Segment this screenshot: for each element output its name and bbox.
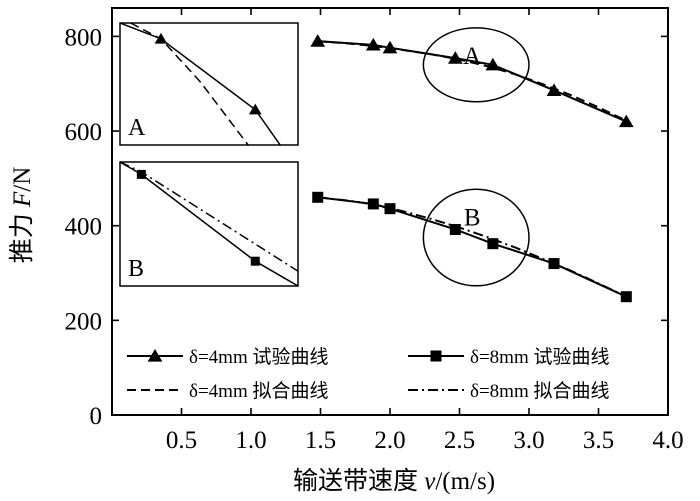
legend-entry-d4-fit: δ=4mm 拟合曲线 [127, 380, 328, 402]
x-tick-label: 1.5 [305, 427, 336, 454]
y-axis-label-unit: /N [9, 167, 36, 192]
annotation-label: B [464, 204, 481, 231]
x-tick-label: 4.0 [652, 427, 683, 454]
inset-content [120, 23, 281, 145]
y-tick-label: 400 [65, 214, 103, 241]
data-point [310, 34, 326, 47]
series-d4-test [310, 34, 634, 128]
inset-marker [248, 103, 262, 115]
x-tick-label: 2.5 [444, 427, 475, 454]
y-tick-label: 200 [65, 308, 103, 335]
y-tick-label: 800 [65, 24, 103, 51]
inset-fit-line [130, 23, 249, 145]
annotation-ellipse [422, 27, 530, 103]
x-axis-label-prefix: 输送带速度 [293, 467, 424, 495]
x-tick-label: 3.5 [583, 427, 614, 454]
legend-label: δ=4mm 拟合曲线 [189, 380, 328, 402]
data-point [447, 51, 463, 64]
series-d8-fit [317, 196, 627, 298]
y-axis-label-var: F [9, 191, 36, 208]
x-axis-label-var: v [424, 468, 436, 495]
inset-content [120, 162, 298, 286]
annotation-ellipse [422, 188, 530, 287]
series-line-d8-fit [317, 196, 627, 298]
data-point [487, 238, 499, 250]
annotation-A: A [422, 27, 530, 103]
inset-marker [136, 169, 146, 179]
inset-marker [154, 32, 168, 44]
legend-swatch-marker [430, 350, 442, 362]
legend-swatch-marker [147, 349, 163, 362]
data-point [618, 114, 634, 128]
inset-label: A [128, 115, 146, 141]
inset-test-line [120, 23, 281, 145]
legend-label: δ=8mm 试验曲线 [470, 346, 609, 368]
legend-label: δ=4mm 试验曲线 [189, 346, 328, 368]
inset-frame [119, 22, 299, 146]
legend-label: δ=8mm 拟合曲线 [470, 380, 609, 402]
x-tick-label: 3.0 [513, 427, 544, 454]
inset-marker [250, 256, 260, 266]
x-tick-label: 2.0 [374, 427, 405, 454]
x-tick-label: 1.0 [235, 427, 266, 454]
data-point [546, 83, 562, 96]
data-point [449, 223, 461, 235]
x-axis-label: 输送带速度 v/(m/s) [293, 467, 495, 495]
inset-frame [119, 161, 299, 287]
series-line-d4-fit [317, 40, 627, 122]
legend-entry-d4-test: δ=4mm 试验曲线 [127, 346, 328, 368]
annotation-label: A [463, 43, 481, 70]
series-d4-fit [317, 40, 627, 122]
legend-entry-d8-test: δ=8mm 试验曲线 [408, 346, 609, 368]
inset-test-line [120, 162, 298, 286]
data-point [384, 203, 396, 215]
data-point [382, 40, 398, 54]
y-tick-label: 0 [90, 403, 103, 430]
y-axis-label: 推力 F/N [8, 167, 36, 264]
x-tick-label: 0.5 [166, 427, 197, 454]
y-tick-label: 600 [65, 119, 103, 146]
y-axis-label-prefix: 推力 [8, 207, 36, 263]
x-axis-label-unit: /(m/s) [435, 468, 495, 495]
inset-B: B [119, 161, 299, 287]
inset-label: B [128, 256, 144, 282]
annotation-B: B [422, 188, 530, 287]
inset-A: A [119, 22, 299, 146]
legend-entry-d8-fit: δ=8mm 拟合曲线 [408, 380, 609, 402]
